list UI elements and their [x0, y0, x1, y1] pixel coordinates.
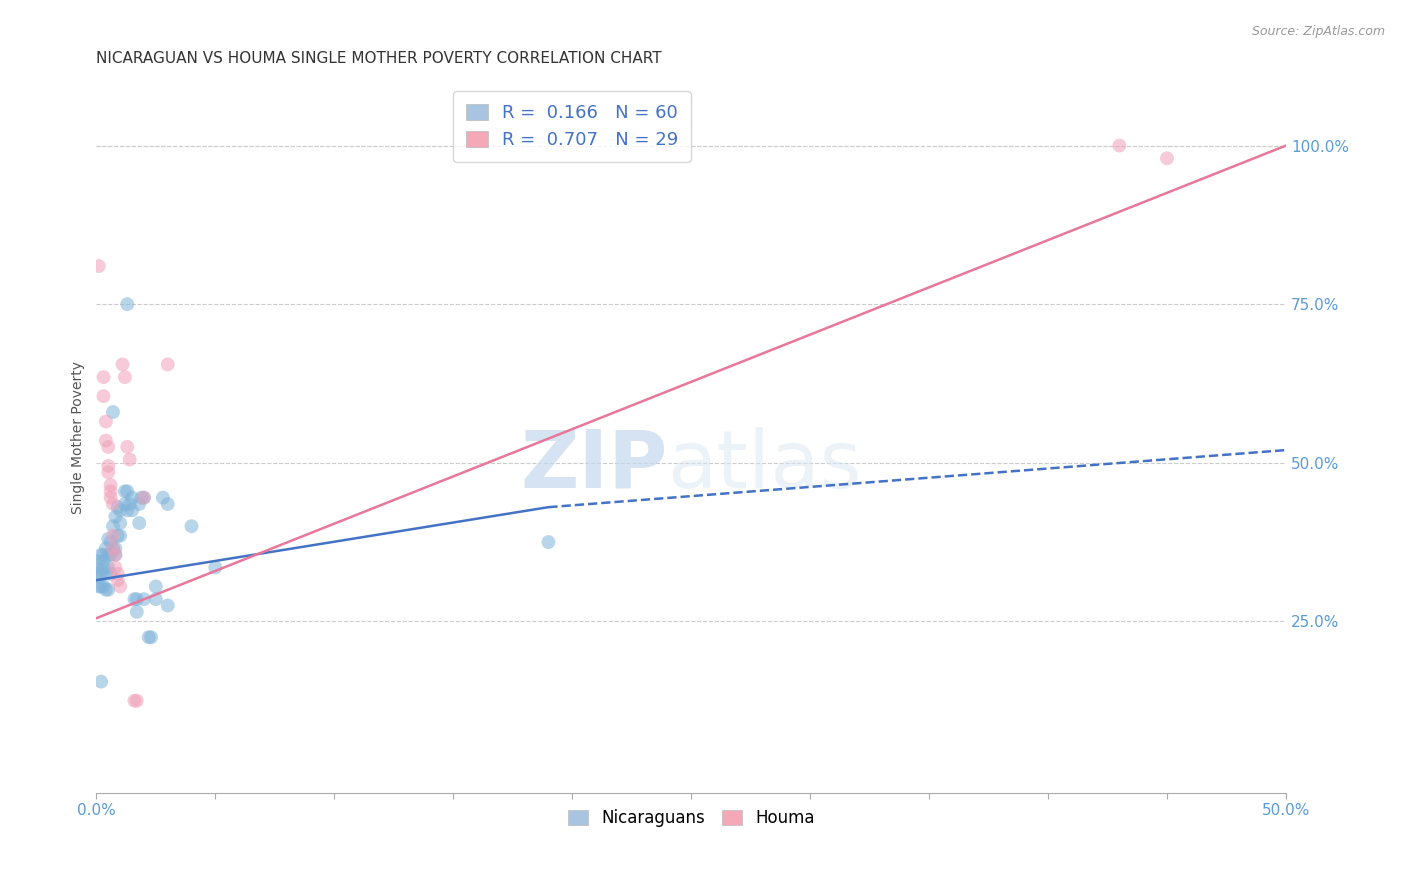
Point	[108, 503, 131, 517]
Point	[87, 570, 110, 584]
Point	[152, 491, 174, 505]
Point	[94, 415, 117, 429]
Point	[93, 560, 115, 574]
Point	[107, 529, 129, 543]
Point	[118, 497, 141, 511]
Point	[101, 497, 124, 511]
Point	[1156, 151, 1178, 165]
Point	[114, 484, 136, 499]
Point	[97, 458, 120, 473]
Point	[100, 491, 122, 505]
Point	[86, 560, 108, 574]
Point	[204, 560, 226, 574]
Point	[107, 566, 129, 581]
Point	[97, 560, 120, 574]
Point	[139, 630, 162, 644]
Point	[100, 478, 122, 492]
Point	[87, 554, 110, 568]
Point	[156, 497, 179, 511]
Point	[94, 566, 117, 581]
Point	[121, 491, 143, 505]
Point	[86, 566, 108, 581]
Point	[93, 554, 115, 568]
Point	[125, 592, 148, 607]
Point	[132, 491, 155, 505]
Point	[138, 630, 160, 644]
Point	[114, 370, 136, 384]
Point	[537, 535, 560, 549]
Point	[90, 548, 112, 562]
Point	[97, 548, 120, 562]
Point	[124, 694, 146, 708]
Point	[117, 503, 139, 517]
Point	[114, 497, 136, 511]
Point	[107, 500, 129, 515]
Point	[94, 582, 117, 597]
Point	[104, 560, 127, 574]
Point	[100, 548, 122, 562]
Point	[87, 579, 110, 593]
Point	[97, 532, 120, 546]
Y-axis label: Single Mother Poverty: Single Mother Poverty	[72, 361, 86, 514]
Point	[97, 440, 120, 454]
Point	[94, 541, 117, 556]
Point	[145, 579, 167, 593]
Point	[156, 358, 179, 372]
Legend: Nicaraguans, Houma: Nicaraguans, Houma	[561, 803, 821, 834]
Point	[90, 566, 112, 581]
Point	[108, 516, 131, 530]
Point	[118, 452, 141, 467]
Point	[117, 297, 139, 311]
Point	[100, 566, 122, 581]
Point	[108, 579, 131, 593]
Point	[117, 484, 139, 499]
Point	[101, 541, 124, 556]
Point	[132, 491, 155, 505]
Point	[100, 535, 122, 549]
Point	[131, 491, 153, 505]
Point	[125, 605, 148, 619]
Point	[104, 509, 127, 524]
Point	[107, 573, 129, 587]
Point	[101, 519, 124, 533]
Point	[87, 259, 110, 273]
Point	[156, 599, 179, 613]
Point	[93, 389, 115, 403]
Point	[117, 440, 139, 454]
Point	[128, 497, 150, 511]
Point	[104, 548, 127, 562]
Point	[101, 541, 124, 556]
Text: atlas: atlas	[668, 426, 862, 505]
Text: ZIP: ZIP	[520, 426, 668, 505]
Point	[104, 541, 127, 556]
Point	[93, 579, 115, 593]
Point	[145, 592, 167, 607]
Point	[111, 358, 134, 372]
Point	[97, 582, 120, 597]
Point	[108, 529, 131, 543]
Text: Source: ZipAtlas.com: Source: ZipAtlas.com	[1251, 25, 1385, 38]
Point	[180, 519, 202, 533]
Point	[101, 405, 124, 419]
Point	[104, 548, 127, 562]
Point	[132, 592, 155, 607]
Point	[97, 465, 120, 479]
Point	[93, 548, 115, 562]
Text: NICARAGUAN VS HOUMA SINGLE MOTHER POVERTY CORRELATION CHART: NICARAGUAN VS HOUMA SINGLE MOTHER POVERT…	[97, 51, 662, 66]
Point	[90, 674, 112, 689]
Point	[94, 434, 117, 448]
Point	[93, 370, 115, 384]
Point	[121, 503, 143, 517]
Point	[1108, 138, 1130, 153]
Point	[125, 694, 148, 708]
Point	[101, 529, 124, 543]
Point	[124, 592, 146, 607]
Point	[128, 516, 150, 530]
Point	[100, 484, 122, 499]
Point	[90, 579, 112, 593]
